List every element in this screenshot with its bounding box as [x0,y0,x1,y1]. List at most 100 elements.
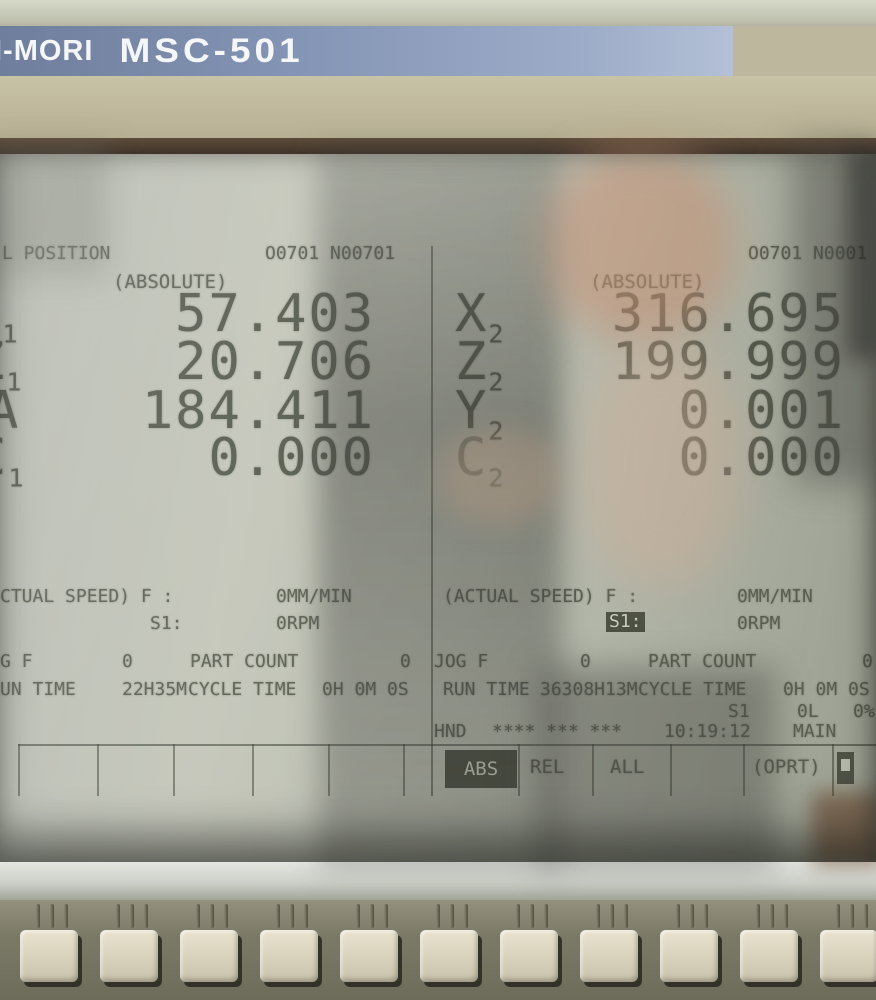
key-clip [356,904,360,928]
spindle-load-percent: 0% [853,701,875,722]
crt-top-edge [0,138,876,154]
left-jog-value: 0 [122,651,133,672]
axis-value-c2: 0.000 [678,428,845,488]
left-run-time-value: 22H35M [122,679,188,700]
key-clip [676,904,680,928]
axis-value-a: 184.411 [141,381,375,441]
axis-value-x1: 57.403 [175,284,375,344]
left-feed-value: 0MM/MIN [276,586,352,607]
soft-key-button-10[interactable] [740,930,798,982]
axis-label-z1: Z1 [0,336,24,397]
key-clip [544,904,548,928]
key-clip [756,904,760,928]
left-part-count-value: 0 [400,651,411,672]
right-jog-label: JOG F [434,651,489,672]
softkey-divider [173,744,175,796]
right-actual-speed-label: (ACTUAL SPEED) F : [443,586,639,607]
softkey-divider [328,744,330,796]
panel-divider [431,246,433,796]
monitor-bezel-upper [0,76,876,138]
key-clip [116,904,120,928]
axis-label-x2: X2 [455,284,506,349]
right-jog-value: 0 [580,651,591,672]
mode-indicator: HND [434,721,467,742]
spindle-load-value: 0L [797,701,819,722]
key-clip [516,904,520,928]
softkey-divider [252,744,254,796]
soft-key-button-7[interactable] [500,930,558,982]
monitor-bezel-lower [0,862,876,900]
key-clip [144,904,148,928]
left-cycle-time-value: 0H 0M 0S [322,679,409,700]
right-program-number: O0701 N0001 [748,243,868,264]
key-clip [596,904,600,928]
spindle-status-name: S1 [728,701,750,722]
axis-value-c1: 0.000 [208,428,375,488]
key-clip [36,904,40,928]
key-clip [224,904,228,928]
brand-text: I-MORI [0,34,94,67]
key-clip [290,904,294,928]
key-clip [370,904,374,928]
softkey-divider [743,744,745,796]
axis-value-z2: 199.999 [611,332,845,392]
soft-key-button-11[interactable] [820,930,876,982]
soft-key-button-5[interactable] [340,930,398,982]
soft-key-button-1[interactable] [20,930,78,982]
axis-label-a: A [0,381,21,441]
softkey-divider [18,744,20,796]
axis-value-z1: 20.706 [175,332,375,392]
softkey-label-all: ALL [610,756,645,778]
softkey-divider [518,744,520,796]
soft-key-button-6[interactable] [420,930,478,982]
right-run-time-value: 36308H13M [540,679,638,700]
monitor-casing-top [0,0,876,26]
key-clip [64,904,68,928]
left-coord-mode-label: (ABSOLUTE) [113,271,228,293]
left-run-time-label: UN TIME [0,679,76,700]
axis-label-x1: X1 [0,288,20,349]
page-forward-icon [837,752,854,784]
key-clip [690,904,694,928]
soft-key-button-3[interactable] [180,930,238,982]
key-clip [384,904,388,928]
soft-key-button-4[interactable] [260,930,318,982]
key-clip [450,904,454,928]
key-clip [530,904,534,928]
axis-value-y2: 0.001 [678,381,845,441]
left-page-title: L POSITION [2,243,111,264]
key-clip [610,904,614,928]
crt-screen: L POSITION O0701 N00701 O0701 N0001 (ABS… [0,144,876,868]
key-clip [304,904,308,928]
key-clip [850,904,854,928]
soft-key-button-2[interactable] [100,930,158,982]
right-part-count-label: PART COUNT [648,651,757,672]
soft-key-button-8[interactable] [580,930,638,982]
right-cycle-time-label: CYCLE TIME [638,679,747,700]
right-feed-value: 0MM/MIN [737,586,813,607]
softkey-label-abs-active: ABS [445,750,517,788]
left-jog-label: G F [0,651,33,672]
softkey-divider [832,744,834,796]
softkey-divider [403,744,405,796]
left-program-number: O0701 N00701 [265,243,396,264]
program-check-stars: **** *** *** [492,721,623,742]
softkey-label-rel: REL [530,756,565,778]
key-clip [464,904,468,928]
model-text: MSC-501 [119,31,304,70]
softkey-divider [592,744,594,796]
softkey-divider [670,744,672,796]
left-cycle-time-label: CYCLE TIME [188,679,297,700]
soft-key-button-9[interactable] [660,930,718,982]
brand-plate: I-MORI MSC-501 [0,26,733,76]
key-clip [196,904,200,928]
softkey-bar-top-line [18,744,876,746]
left-part-count-label: PART COUNT [190,651,299,672]
key-clip [436,904,440,928]
key-clip [50,904,54,928]
right-spindle-label-highlighted: S1: [606,612,645,632]
left-spindle-value: 0RPM [276,613,320,634]
right-spindle-value: 0RPM [737,613,781,634]
key-clip [276,904,280,928]
